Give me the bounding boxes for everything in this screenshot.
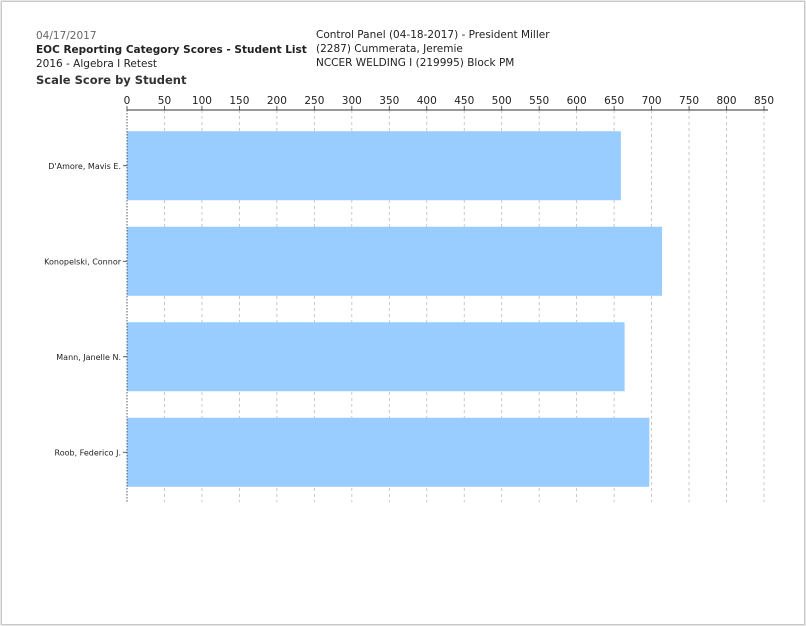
category-label: Roob, Federico J.	[55, 448, 122, 457]
x-axis-tick-label: 300	[342, 95, 362, 107]
report-header-right: Control Panel (04-18-2017) - President M…	[316, 28, 616, 70]
x-axis-tick-label: 100	[192, 95, 212, 107]
report-date: 04/17/2017	[36, 30, 97, 42]
x-axis-tick-label: 250	[304, 95, 324, 107]
bar	[127, 417, 650, 487]
x-axis-tick-label: 150	[229, 95, 249, 107]
report-title: EOC Reporting Category Scores - Student …	[36, 44, 307, 56]
x-axis-tick-label: 850	[754, 95, 774, 107]
x-axis-tick-label: 450	[454, 95, 474, 107]
x-axis-tick-label: 550	[529, 95, 549, 107]
category-label: Mann, Janelle N.	[56, 353, 121, 362]
bar	[127, 226, 663, 296]
bar	[127, 131, 621, 201]
x-axis-tick-label: 600	[567, 95, 587, 107]
x-axis-tick-label: 650	[604, 95, 624, 107]
x-axis-tick-label: 750	[679, 95, 699, 107]
x-axis-tick-label: 350	[379, 95, 399, 107]
course-name: NCCER WELDING I (219995) Block PM	[316, 57, 515, 69]
x-axis-tick-label: 700	[642, 95, 662, 107]
x-axis-tick-label: 500	[492, 95, 512, 107]
teacher-name: (2287) Cummerata, Jeremie	[316, 43, 463, 55]
category-label: Konopelski, Connor	[44, 257, 122, 266]
x-axis-tick-label: 50	[158, 95, 171, 107]
x-axis-tick-label: 800	[717, 95, 737, 107]
x-axis-tick-label: 0	[124, 95, 131, 107]
report-header-left: 04/17/2017 EOC Reporting Category Scores…	[36, 29, 316, 71]
bar	[127, 322, 625, 392]
category-label: D'Amore, Mavis E.	[48, 162, 121, 171]
chart-title: Scale Score by Student	[36, 73, 187, 87]
control-panel-label: Control Panel (04-18-2017) - President M…	[316, 29, 550, 41]
x-axis-tick-label: 200	[267, 95, 287, 107]
test-name: 2016 - Algebra I Retest	[36, 58, 158, 70]
x-axis-tick-label: 400	[417, 95, 437, 107]
